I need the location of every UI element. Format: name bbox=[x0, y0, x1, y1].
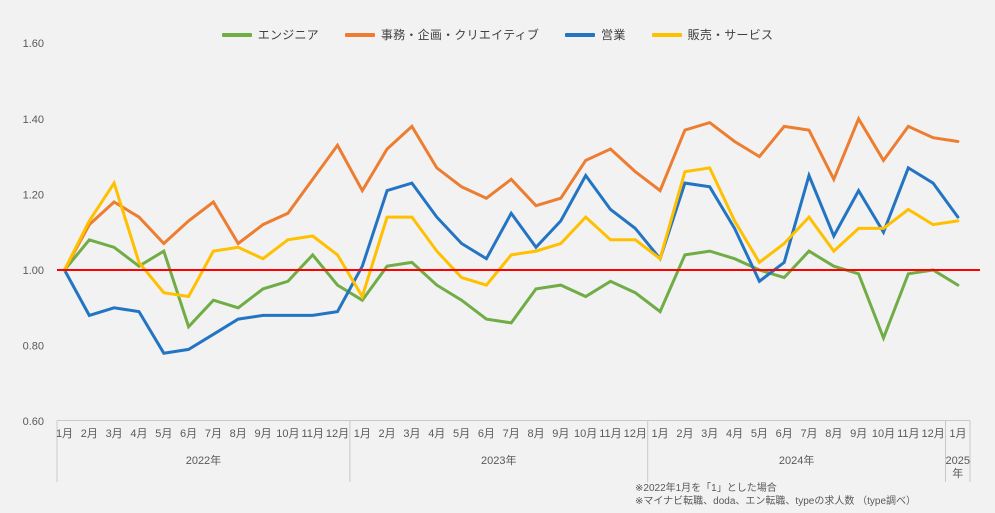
footnote-line: ※マイナビ転職、doda、エン転職、typeの求人数 （type調べ） bbox=[635, 495, 917, 507]
x-axis-month-label: 1月 bbox=[652, 428, 669, 440]
x-axis-month-label: 8月 bbox=[230, 428, 247, 440]
x-axis-month-label: 6月 bbox=[478, 428, 495, 440]
x-axis-month-label: 7月 bbox=[205, 428, 222, 440]
x-axis-year-label: 2023年 bbox=[481, 453, 516, 467]
x-axis-month-label: 6月 bbox=[180, 428, 197, 440]
legend-item: 事務・企画・クリエイティブ bbox=[344, 26, 540, 43]
series-line-エンジニア bbox=[63, 238, 960, 343]
x-axis-month-label: 9月 bbox=[850, 428, 867, 440]
legend-swatch-line bbox=[565, 32, 596, 37]
legend-label: 事務・企画・クリエイティブ bbox=[380, 28, 540, 42]
x-axis-month-label: 1月 bbox=[354, 428, 371, 440]
y-axis-tick-label: 1.20 bbox=[23, 189, 44, 201]
x-axis-month-label: 11月 bbox=[599, 428, 621, 440]
x-axis-month-label: 11月 bbox=[897, 428, 919, 440]
x-axis-month-label: 1月 bbox=[56, 428, 73, 440]
legend-swatch-line bbox=[344, 32, 375, 37]
legend-item: エンジニア bbox=[221, 26, 319, 43]
x-axis-month-label: 9月 bbox=[552, 428, 569, 440]
x-axis-year-label: 2024年 bbox=[779, 453, 814, 467]
series-line-事務・企画・クリエイティブ bbox=[63, 115, 960, 272]
x-axis-month-label: 2月 bbox=[676, 428, 693, 440]
x-axis-month-label: 8月 bbox=[825, 428, 842, 440]
legend-item: 販売・サービス bbox=[651, 26, 774, 43]
x-axis-month-label: 7月 bbox=[800, 428, 817, 440]
x-axis-month-label: 11月 bbox=[301, 428, 323, 440]
x-axis-month-label: 1月 bbox=[949, 428, 966, 440]
series-line-販売・サービス bbox=[63, 166, 960, 301]
x-axis-month-label: 12月 bbox=[326, 428, 349, 440]
y-axis-tick-label: 1.00 bbox=[23, 265, 44, 277]
y-axis-tick-label: 1.40 bbox=[23, 114, 44, 126]
footnote-line: ※2022年1月を「1」とした場合 bbox=[635, 483, 777, 494]
x-axis-month-label: 3月 bbox=[106, 428, 123, 440]
x-axis-month-label: 4月 bbox=[130, 428, 147, 440]
legend-item: 営業 bbox=[565, 26, 625, 43]
x-axis-month-label: 2月 bbox=[81, 428, 98, 440]
x-axis-month-label: 4月 bbox=[726, 428, 743, 440]
legend-label: エンジニア bbox=[257, 28, 319, 42]
x-axis-month-label: 6月 bbox=[776, 428, 793, 440]
x-axis-month-label: 10月 bbox=[872, 428, 895, 440]
x-axis-month-label: 2月 bbox=[379, 428, 396, 440]
x-axis-month-label: 3月 bbox=[701, 428, 718, 440]
x-axis-year-label: 年 bbox=[952, 466, 963, 480]
chart-footnotes: ※2022年1月を「1」とした場合 ※マイナビ転職、doda、エン転職、type… bbox=[635, 483, 916, 508]
series-line-営業 bbox=[63, 165, 960, 355]
x-axis-month-label: 10月 bbox=[574, 428, 597, 440]
x-axis-month-label: 7月 bbox=[503, 428, 520, 440]
x-axis-month-label: 5月 bbox=[155, 428, 172, 440]
legend-label: 営業 bbox=[601, 28, 626, 42]
x-axis-month-label: 12月 bbox=[624, 428, 647, 440]
x-axis-month-label: 9月 bbox=[254, 428, 271, 440]
y-axis-tick-label: 1.60 bbox=[23, 38, 44, 50]
legend-swatch-line bbox=[651, 32, 682, 37]
x-axis-month-label: 12月 bbox=[921, 428, 944, 440]
chart-legend: エンジニア 事務・企画・クリエイティブ 営業 販売・サービス bbox=[0, 26, 995, 43]
legend-label: 販売・サービス bbox=[687, 28, 774, 42]
y-axis-tick-label: 0.60 bbox=[23, 416, 44, 428]
x-axis-month-label: 10月 bbox=[276, 428, 299, 440]
x-axis-month-label: 5月 bbox=[453, 428, 470, 440]
y-axis-tick-label: 0.80 bbox=[23, 341, 44, 353]
x-axis-month-label: 5月 bbox=[751, 428, 768, 440]
x-axis-year-label: 2025 bbox=[946, 455, 970, 467]
x-axis-month-label: 8月 bbox=[527, 428, 544, 440]
x-axis-month-label: 4月 bbox=[428, 428, 445, 440]
legend-swatch-line bbox=[221, 32, 252, 37]
x-axis-month-label: 3月 bbox=[403, 428, 420, 440]
x-axis-year-label: 2022年 bbox=[186, 453, 221, 467]
